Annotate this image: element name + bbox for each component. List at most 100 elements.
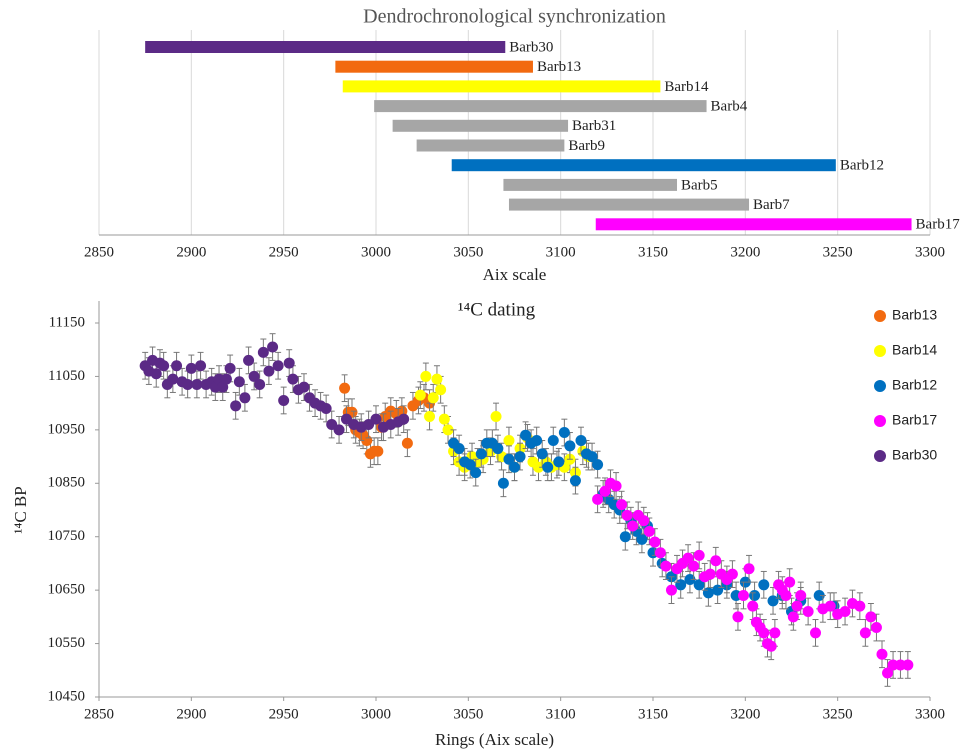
bar — [503, 178, 678, 191]
point — [424, 411, 436, 422]
point — [726, 568, 738, 580]
bar-label: Barb31 — [572, 118, 616, 134]
y-tick-label: 10850 — [48, 475, 86, 491]
point — [592, 459, 604, 471]
point — [509, 461, 520, 473]
bar-label: Barb12 — [840, 158, 884, 174]
point — [693, 579, 705, 591]
point — [248, 370, 260, 382]
point — [758, 579, 770, 591]
point — [263, 365, 275, 377]
point — [150, 368, 162, 380]
bar — [416, 139, 565, 152]
point — [520, 429, 532, 441]
point — [514, 451, 526, 463]
x-tick-label: 2850 — [84, 244, 114, 260]
legend-label: Barb13 — [892, 307, 937, 323]
bar-label: Barb7 — [753, 197, 790, 213]
series — [414, 362, 594, 487]
point — [339, 382, 351, 394]
point — [732, 611, 744, 623]
point — [490, 411, 502, 422]
point — [758, 627, 770, 639]
point — [665, 584, 677, 596]
point — [854, 600, 866, 612]
point — [182, 378, 194, 390]
point — [627, 520, 639, 532]
point — [547, 435, 559, 447]
x-tick-label: 3300 — [915, 706, 945, 722]
x-tick-label: 2950 — [269, 706, 299, 722]
point — [710, 555, 722, 567]
point — [233, 376, 245, 388]
x-tick-label: 3250 — [823, 244, 853, 260]
y-tick-label: 10450 — [48, 688, 86, 704]
x-tick-label: 3150 — [638, 706, 668, 722]
point — [737, 589, 749, 601]
point — [427, 392, 439, 404]
point — [503, 435, 515, 447]
point — [224, 362, 236, 374]
point — [492, 443, 504, 455]
x-tick-label: 3200 — [730, 244, 760, 260]
legend-marker — [874, 380, 886, 392]
point — [575, 435, 587, 447]
point — [372, 445, 384, 457]
point — [660, 560, 672, 572]
bar-label: Barb4 — [711, 99, 748, 115]
point — [267, 341, 279, 353]
legend-label: Barb17 — [892, 412, 937, 428]
point — [167, 373, 179, 385]
x-tick-label: 3050 — [453, 244, 483, 260]
point — [558, 427, 570, 439]
point — [230, 400, 242, 412]
point — [239, 392, 251, 404]
point — [767, 595, 779, 607]
point — [320, 402, 332, 414]
series — [592, 469, 914, 687]
point — [158, 360, 170, 372]
x-tick-label: 3050 — [453, 706, 483, 722]
point — [795, 589, 807, 601]
x-tick-label: 3000 — [361, 244, 391, 260]
legend-label: Barb12 — [892, 377, 937, 393]
x-tick-label: 2900 — [176, 706, 206, 722]
y-tick-label: 10950 — [48, 421, 86, 437]
point — [787, 611, 799, 623]
point — [743, 563, 755, 575]
point — [769, 627, 781, 639]
point — [414, 389, 426, 401]
point — [272, 360, 284, 372]
bar — [392, 119, 569, 132]
point — [704, 568, 716, 580]
x-axis-label: Rings (Aix scale) — [435, 730, 554, 749]
legend-marker — [874, 310, 886, 322]
point — [682, 552, 694, 564]
point — [442, 424, 454, 436]
chart-title: Dendrochronological synchronization — [363, 6, 666, 28]
point — [839, 606, 851, 618]
point — [254, 378, 266, 390]
bar-label: Barb17 — [916, 217, 961, 233]
legend-marker — [874, 345, 886, 357]
point — [569, 475, 581, 487]
bar-label: Barb9 — [568, 138, 605, 154]
bar — [145, 41, 506, 53]
legend-marker — [874, 450, 886, 462]
point — [453, 443, 465, 455]
point — [171, 360, 183, 372]
point — [688, 560, 700, 572]
y-tick-label: 11050 — [48, 368, 85, 384]
point — [654, 547, 666, 559]
point — [684, 573, 696, 585]
point — [475, 448, 487, 460]
point — [220, 373, 232, 385]
y-tick-label: 10650 — [48, 582, 86, 598]
point — [810, 627, 822, 639]
point — [435, 384, 447, 396]
point — [470, 467, 482, 479]
point — [401, 437, 413, 449]
point — [636, 533, 648, 545]
point — [464, 459, 476, 471]
